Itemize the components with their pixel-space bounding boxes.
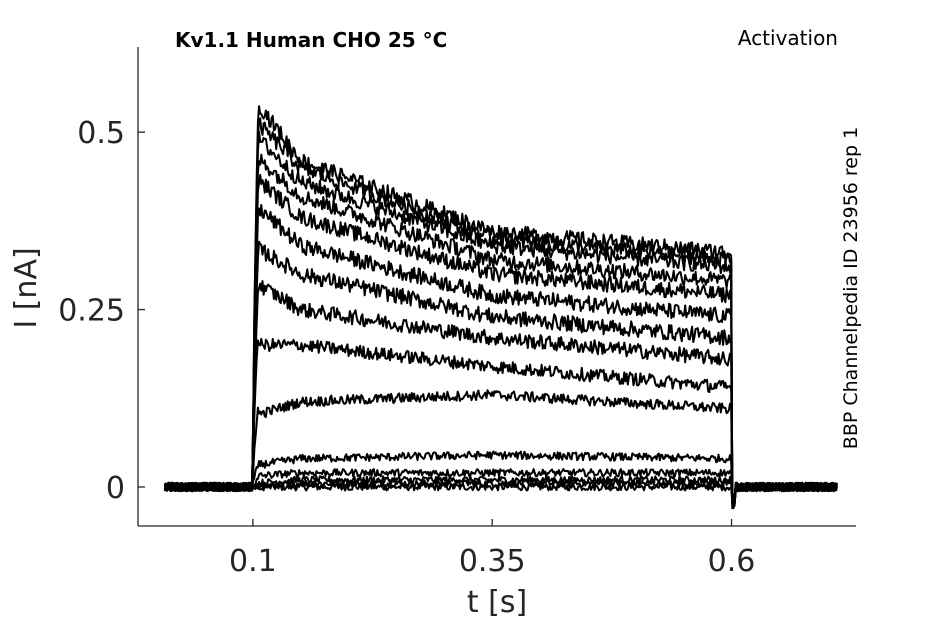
current-trace-6 bbox=[163, 389, 838, 509]
current-trace-15 bbox=[163, 105, 838, 509]
current-trace-3 bbox=[164, 475, 838, 510]
current-trace-9 bbox=[164, 240, 838, 503]
x-tick-label: 0.6 bbox=[708, 544, 756, 579]
current-trace-14 bbox=[163, 117, 838, 505]
x-axis-label: t [s] bbox=[467, 585, 527, 620]
current-trace-4 bbox=[164, 468, 838, 499]
x-tick-label: 0.35 bbox=[459, 544, 526, 579]
current-trace-5 bbox=[163, 450, 838, 504]
current-trace-7 bbox=[163, 337, 838, 510]
y-axis-label: I [nA] bbox=[9, 247, 44, 328]
source-label: BBP Channelpedia ID 23956 rep 1 bbox=[840, 127, 862, 449]
axis-ticks: 0.1 0.35 0.6 0 0.25 0.5 bbox=[58, 116, 755, 579]
current-trace-8 bbox=[163, 280, 838, 507]
y-tick-label: 0.25 bbox=[58, 294, 125, 329]
protocol-label: Activation bbox=[738, 26, 838, 50]
current-trace-11 bbox=[163, 173, 838, 509]
current-trace-12 bbox=[163, 153, 838, 509]
current-trace-2 bbox=[164, 478, 838, 506]
plot-area bbox=[163, 105, 838, 510]
y-tick-label: 0 bbox=[106, 471, 125, 506]
x-tick-label: 0.1 bbox=[229, 544, 277, 579]
y-tick-label: 0.5 bbox=[77, 116, 125, 151]
current-trace-10 bbox=[164, 204, 838, 506]
chart-title: Kv1.1 Human CHO 25 °C bbox=[175, 28, 447, 52]
